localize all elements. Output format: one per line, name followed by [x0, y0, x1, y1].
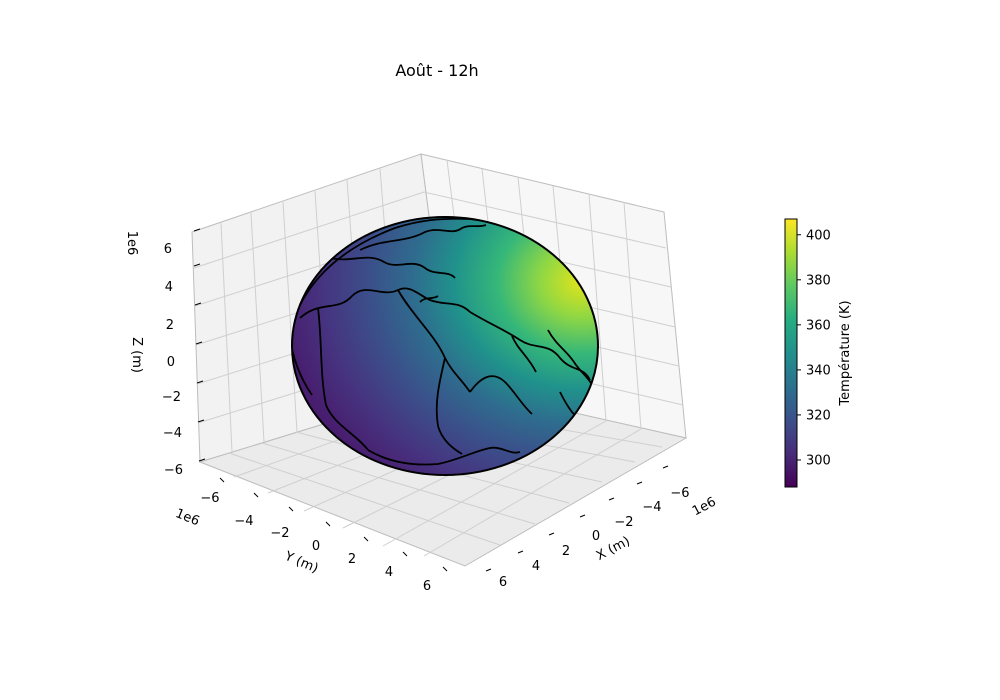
- z-tick-label: −2: [162, 390, 181, 405]
- z-tick-label: 4: [165, 280, 173, 295]
- x-tick-label: 0: [592, 529, 600, 544]
- coastlines: [292, 217, 597, 466]
- globe-surface: [291, 216, 599, 476]
- z-axis-label: Z (m): [129, 337, 144, 373]
- y-tick-label: −4: [234, 514, 253, 529]
- x-tick-label: 4: [532, 559, 540, 574]
- z-axis: 6 4 2 0 −2 −4 −6 Z (m) 1e6: [124, 228, 206, 478]
- y-tick-label: −6: [200, 491, 219, 506]
- x-offset-text: 1e6: [690, 495, 719, 520]
- y-tick-label: 4: [385, 565, 393, 580]
- y-tick-label: 0: [312, 539, 320, 554]
- z-tick-label: −4: [163, 426, 182, 441]
- colorbar-tick-label: 380: [806, 273, 831, 288]
- chart-title: Août - 12h: [395, 61, 478, 80]
- y-tick-label: −2: [270, 526, 289, 541]
- colorbar-tick-label: 400: [806, 228, 831, 243]
- colorbar-label: Température (K): [838, 300, 853, 406]
- z-tick-label: 0: [167, 355, 175, 370]
- x-tick-label: −6: [670, 486, 689, 501]
- z-tick-label: 6: [164, 242, 172, 257]
- colorbar-tick-label: 340: [806, 363, 831, 378]
- colorbar-tick-label: 320: [806, 408, 831, 423]
- colorbar-ticks: 300 320 340 360 380 400: [797, 228, 831, 468]
- y-tick-label: 2: [348, 552, 356, 567]
- x-tick-label: 6: [499, 575, 507, 590]
- x-tick-label: −4: [642, 500, 661, 515]
- z-tick-label: −6: [164, 463, 183, 478]
- colorbar-gradient: [784, 218, 798, 488]
- z-offset-text: 1e6: [124, 231, 139, 256]
- z-tick-label: 2: [166, 318, 174, 333]
- y-offset-text: 1e6: [173, 506, 201, 529]
- colorbar-tick-label: 300: [806, 453, 831, 468]
- colorbar: 300 320 340 360 380 400 Température (K): [784, 218, 853, 488]
- x-tick-label: −2: [614, 515, 633, 530]
- x-tick-label: 2: [562, 544, 570, 559]
- colorbar-tick-label: 360: [806, 318, 831, 333]
- y-tick-label: 6: [423, 579, 431, 594]
